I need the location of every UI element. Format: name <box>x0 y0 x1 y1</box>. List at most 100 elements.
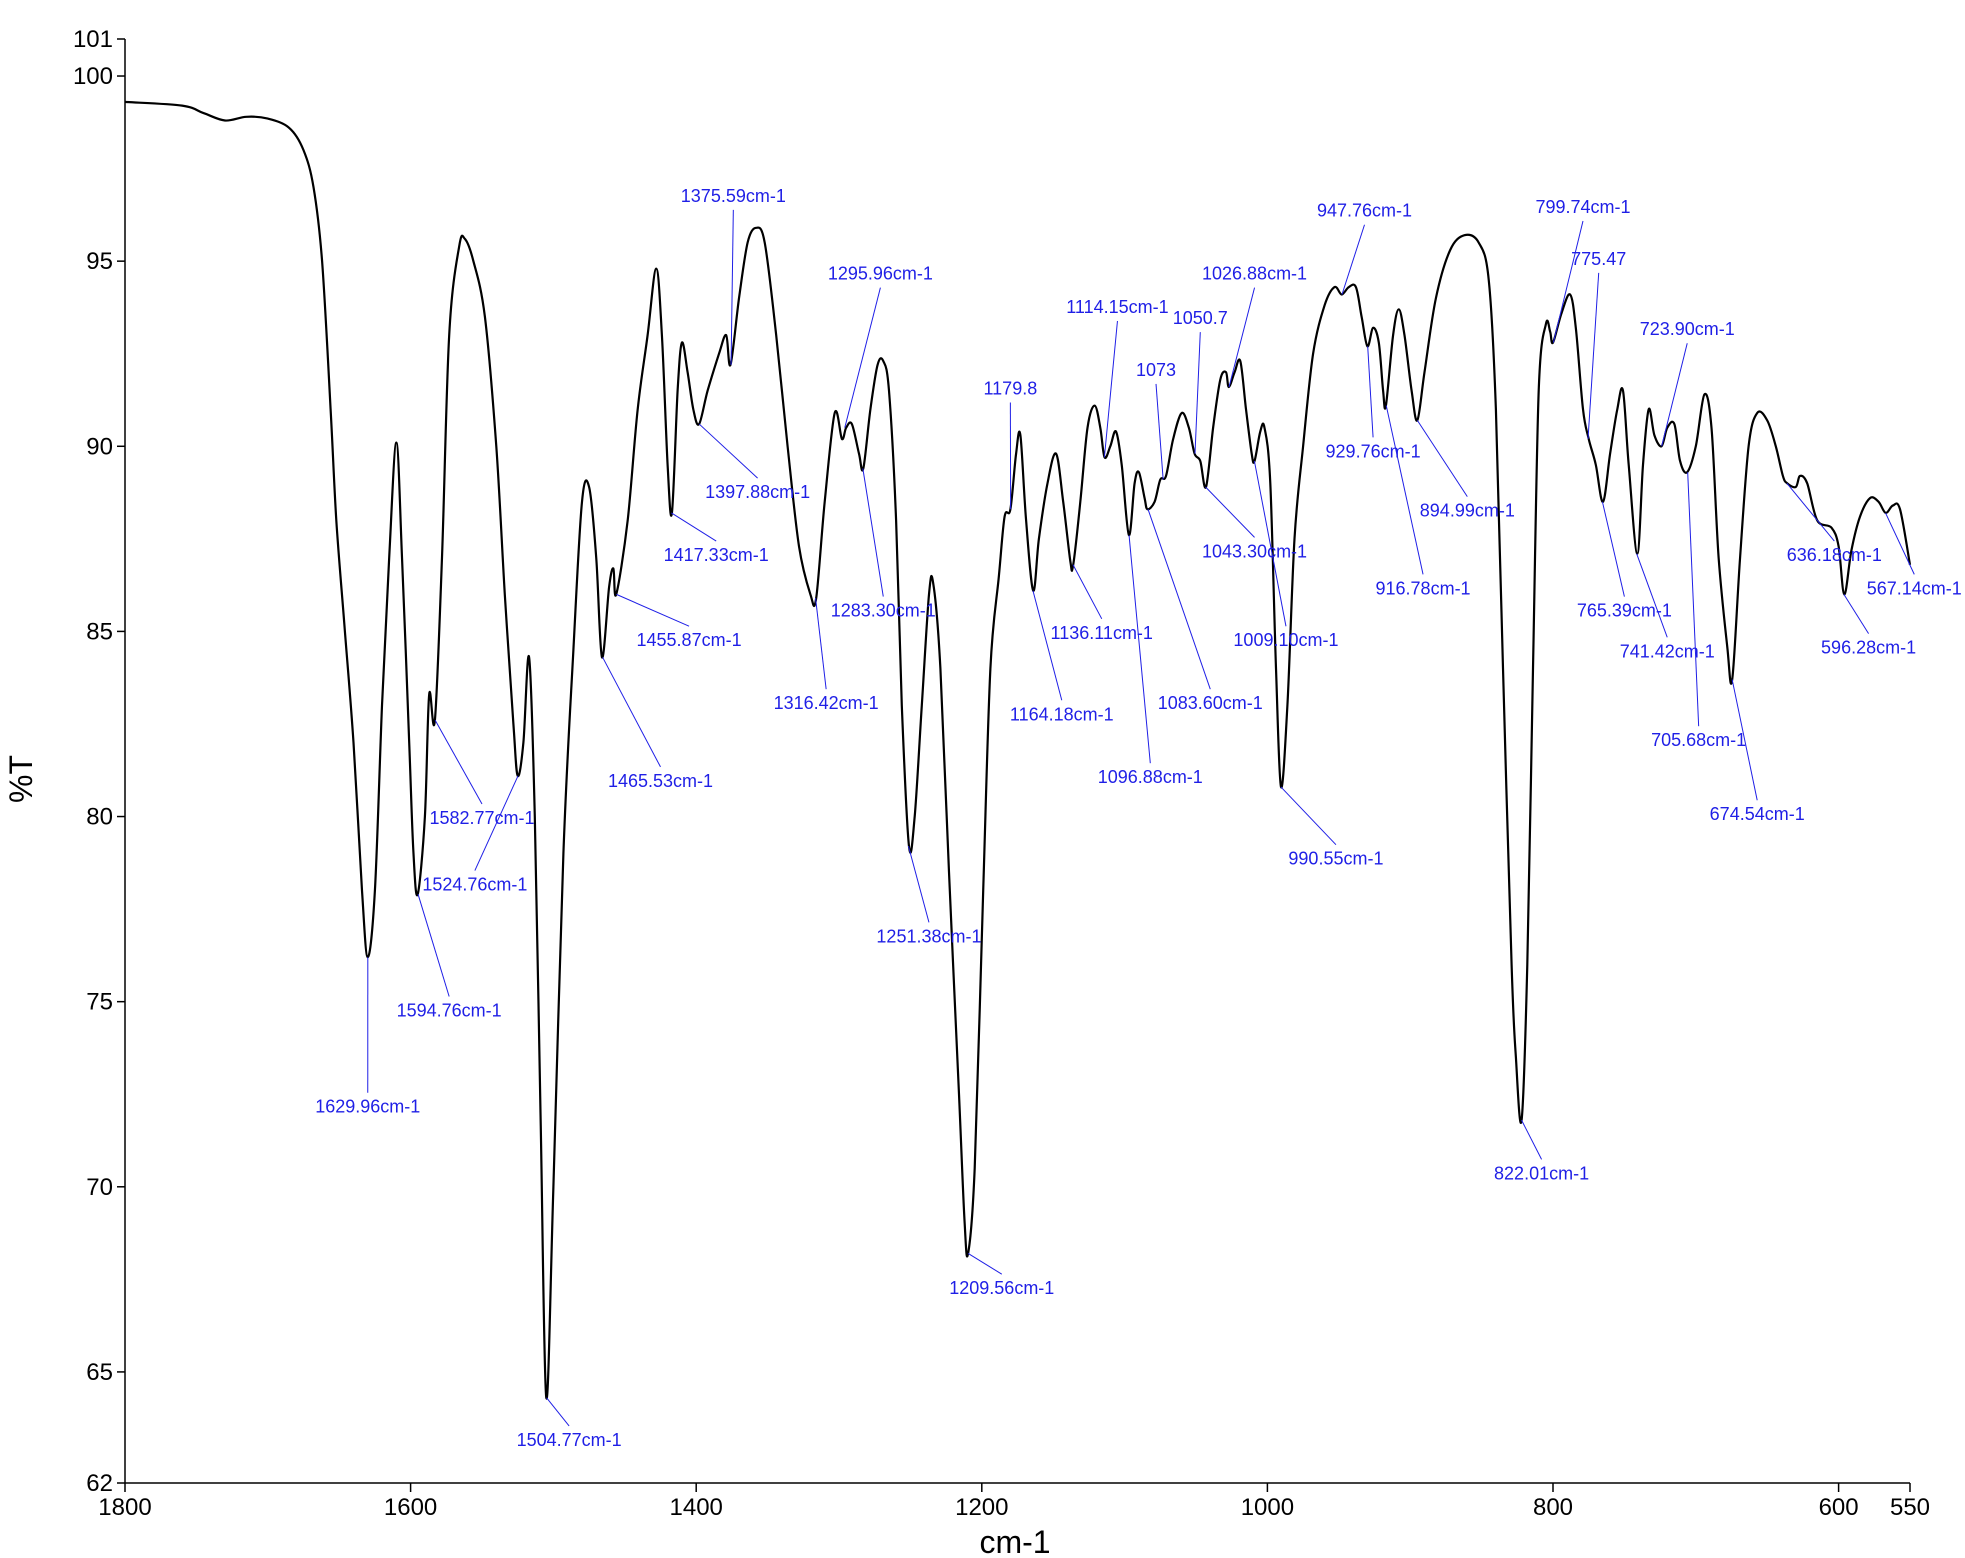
peak-label: 674.54cm-1 <box>1710 804 1805 824</box>
peak-leader-line <box>1253 460 1287 627</box>
peak-leader-line <box>1147 509 1211 690</box>
peak-label: 799.74cm-1 <box>1535 197 1630 217</box>
peak-leader-line <box>1552 220 1584 343</box>
peak-label: 765.39cm-1 <box>1577 601 1672 621</box>
peak-leader-line <box>1786 482 1835 542</box>
peak-label: 1050.7 <box>1173 308 1228 328</box>
peak-label: 1026.88cm-1 <box>1202 264 1307 284</box>
peak-label: 567.14cm-1 <box>1867 578 1962 598</box>
peak-label: 1136.11cm-1 <box>1051 623 1153 643</box>
peak-label: 916.78cm-1 <box>1376 578 1471 598</box>
x-tick-label: 1800 <box>98 1494 151 1521</box>
peak-leader-line <box>474 775 519 871</box>
spectrum-line <box>124 100 1912 1400</box>
peak-leader-line <box>1155 383 1164 480</box>
peak-leader-line <box>1843 594 1870 634</box>
spectrum-series <box>124 100 1912 1400</box>
y-tick-label: 95 <box>86 248 113 275</box>
x-tick-label: 600 <box>1819 1494 1859 1521</box>
peak-label: 1043.30cm-1 <box>1202 541 1307 561</box>
peak-leader-line <box>1228 287 1256 388</box>
peak-label: 894.99cm-1 <box>1420 501 1515 521</box>
peak-leader-line <box>616 593 690 627</box>
peak-label: 929.76cm-1 <box>1326 441 1421 461</box>
peak-leader-line <box>967 1253 1003 1275</box>
peak-label: 1397.88cm-1 <box>705 482 810 502</box>
x-tick-label: 1200 <box>955 1494 1008 1521</box>
peak-label: 822.01cm-1 <box>1494 1163 1589 1183</box>
peak-leader-line <box>417 894 450 997</box>
peak-leader-line <box>1416 420 1468 497</box>
peak-label: 1164.18cm-1 <box>1010 704 1114 724</box>
y-tick-label: 75 <box>86 989 113 1016</box>
peak-label: 1524.76cm-1 <box>422 875 527 895</box>
peak-leader-line <box>862 468 884 597</box>
peak-leader-line <box>671 512 717 542</box>
peak-label: 636.18cm-1 <box>1787 545 1882 565</box>
peak-label: 705.68cm-1 <box>1651 730 1746 750</box>
peak-leader-line <box>1587 272 1600 439</box>
tick-marks <box>117 38 1911 1492</box>
y-tick-label: 65 <box>86 1359 113 1386</box>
y-tick-label: 85 <box>86 618 113 645</box>
peak-label: 1096.88cm-1 <box>1098 767 1203 787</box>
y-axis-title: %T <box>3 755 39 803</box>
peak-leader-line <box>1385 405 1424 575</box>
peak-label: 1179.8 <box>984 378 1038 398</box>
peak-leader-line <box>1032 590 1063 701</box>
peak-label: 1594.76cm-1 <box>397 1000 502 1020</box>
peak-annotations: 1629.96cm-1 1594.76cm-1 1582.77cm-1 1524.76… <box>315 186 1962 1450</box>
peak-label: 1375.59cm-1 <box>681 186 786 206</box>
peak-leader-line <box>907 846 930 923</box>
x-tick-label: 1000 <box>1241 1494 1294 1521</box>
peak-leader-line <box>434 720 483 805</box>
peak-label: 1114.15cm-1 <box>1066 297 1168 317</box>
peak-label: 1504.77cm-1 <box>517 1430 622 1450</box>
peak-leader-line <box>1885 512 1915 575</box>
peak-leader-line <box>1521 1119 1543 1160</box>
peak-leader-line <box>546 1397 570 1427</box>
axes <box>124 39 1910 1484</box>
y-tick-label: 80 <box>86 804 113 831</box>
x-tick-label: 800 <box>1533 1494 1573 1521</box>
peak-leader-line <box>1194 332 1201 454</box>
peak-label: 596.28cm-1 <box>1821 638 1916 658</box>
peak-label: 947.76cm-1 <box>1317 201 1412 221</box>
peak-leader-line <box>1103 320 1118 458</box>
peak-label: 1455.87cm-1 <box>637 630 742 650</box>
x-axis-title: cm-1 <box>979 1524 1050 1558</box>
peak-leader-line <box>1636 553 1668 638</box>
peak-label: 1316.42cm-1 <box>774 693 879 713</box>
y-tick-label: 90 <box>86 433 113 460</box>
peak-leader-line <box>844 287 881 428</box>
peak-label: 1629.96cm-1 <box>315 1097 420 1117</box>
peak-leader-line <box>1367 346 1374 438</box>
peak-label: 741.42cm-1 <box>1620 641 1715 661</box>
peak-leader-line <box>1687 472 1700 727</box>
y-tick-label: 70 <box>86 1174 113 1201</box>
x-tick-label: 1400 <box>670 1494 723 1521</box>
peak-leader-line <box>1128 535 1151 764</box>
peak-label: 1465.53cm-1 <box>608 771 713 791</box>
peak-leader-line <box>1341 224 1365 295</box>
peak-label: 1295.96cm-1 <box>828 264 933 284</box>
peak-label: 1283.30cm-1 <box>831 601 936 621</box>
peak-label: 1083.60cm-1 <box>1158 693 1263 713</box>
x-tick-label: 550 <box>1890 1494 1930 1521</box>
y-tick-label: 100 <box>73 63 113 90</box>
y-tick-label: 101 <box>73 26 113 53</box>
peak-leader-line <box>1205 486 1255 538</box>
peak-label: 723.90cm-1 <box>1640 319 1735 339</box>
peak-label: 1582.77cm-1 <box>429 808 534 828</box>
peak-leader-line <box>1280 786 1337 846</box>
x-tick-label: 1600 <box>384 1494 437 1521</box>
peak-label: 775.47 <box>1571 249 1626 269</box>
peak-label: 1073 <box>1136 360 1176 380</box>
peak-leader-line <box>1072 564 1103 620</box>
peak-leader-line <box>815 598 827 690</box>
peak-leader-line <box>1661 343 1688 447</box>
peak-leader-line <box>1601 501 1625 597</box>
peak-label: 990.55cm-1 <box>1288 849 1383 869</box>
peak-leader-line <box>1731 679 1758 801</box>
